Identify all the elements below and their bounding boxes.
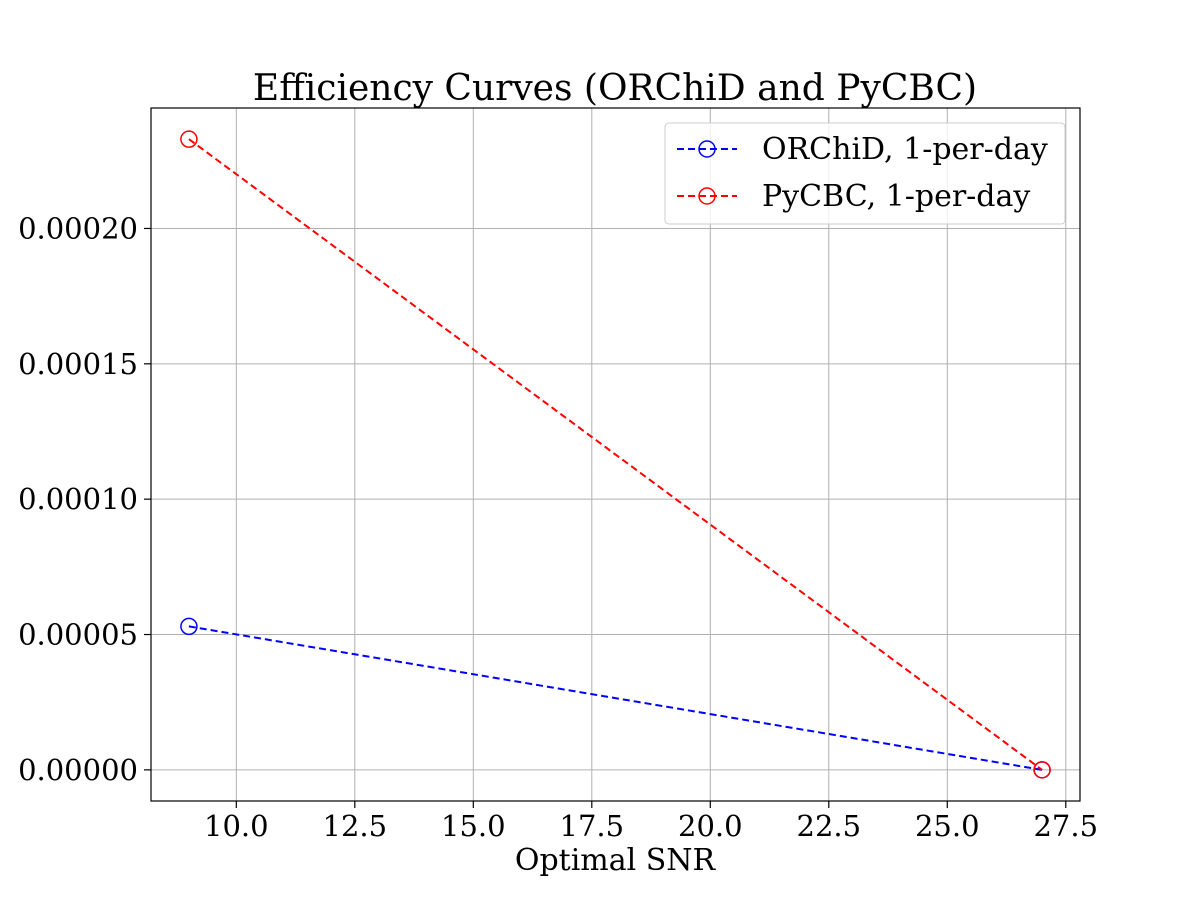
x-tick-label: 15.0 — [441, 809, 506, 843]
x-tick-label: 25.0 — [915, 809, 980, 843]
legend-entry: PyCBC, 1-per-day — [677, 179, 1030, 214]
y-tick-label: 0.00000 — [18, 753, 138, 787]
legend: ORChiD, 1-per-day PyCBC, 1-per-day — [664, 122, 1066, 225]
x-tick-label: 10.0 — [204, 809, 269, 843]
x-tick-label: 12.5 — [323, 809, 388, 843]
x-axis-ticks: 10.0 12.5 15.0 17.5 20.0 22.5 25.0 27.5 — [204, 801, 1098, 843]
x-tick-label: 20.0 — [678, 809, 743, 843]
x-tick-label: 17.5 — [560, 809, 625, 843]
x-axis-label: Optimal SNR — [515, 843, 717, 878]
legend-marker — [698, 187, 716, 205]
data-point — [180, 130, 198, 148]
legend-label: PyCBC, 1-per-day — [762, 179, 1030, 214]
legend-label: ORChiD, 1-per-day — [762, 132, 1048, 167]
grid-lines — [151, 108, 1080, 801]
data-point — [1033, 761, 1051, 779]
series-line — [188, 138, 1043, 771]
series-line — [188, 625, 1043, 771]
y-tick-label: 0.00005 — [18, 618, 138, 652]
legend-box — [664, 122, 1066, 225]
x-tick-label: 22.5 — [797, 809, 862, 843]
chart-title: Efficiency Curves (ORChiD and PyCBC) — [253, 68, 977, 109]
x-tick-label: 27.5 — [1033, 809, 1098, 843]
legend-entries: ORChiD, 1-per-day PyCBC, 1-per-day — [677, 132, 1048, 214]
y-tick-label: 0.00010 — [18, 482, 138, 516]
series-layer — [180, 130, 1051, 779]
data-point — [180, 617, 198, 636]
y-tick-label: 0.00015 — [18, 347, 138, 381]
legend-entry: ORChiD, 1-per-day — [677, 132, 1048, 167]
legend-marker — [698, 140, 716, 158]
y-tick-label: 0.00020 — [18, 211, 138, 245]
plot-frame — [150, 107, 1081, 802]
series-2 — [180, 130, 1051, 779]
y-axis-ticks: 0.00000 0.00005 0.00010 0.00015 0.00020 — [18, 211, 151, 787]
